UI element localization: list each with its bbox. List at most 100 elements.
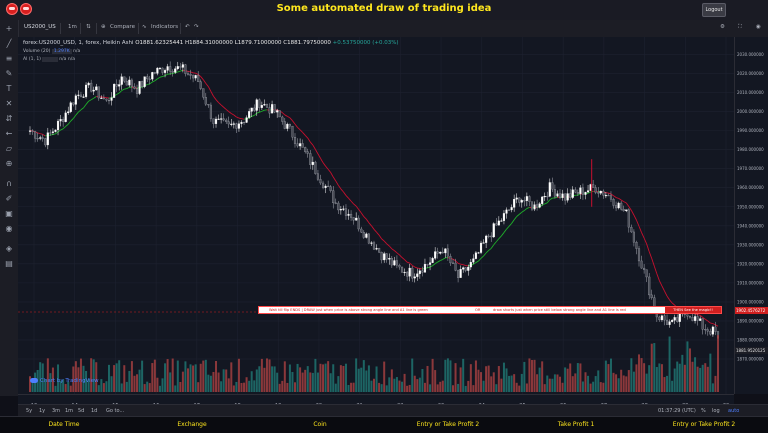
volume-bar [674, 369, 676, 392]
compare-button[interactable]: Compare [110, 24, 135, 30]
volume-bar [353, 383, 355, 392]
snapshot-icon[interactable]: ◉ [756, 24, 761, 30]
crosshair-icon[interactable]: + [5, 25, 13, 33]
candle [340, 209, 342, 210]
fullscreen-icon[interactable]: ⛶ [738, 24, 742, 31]
candle [666, 320, 668, 325]
candle [470, 262, 472, 267]
price-tick-label: 1950.000000 [737, 204, 764, 209]
trash-icon[interactable]: ▤ [5, 260, 13, 268]
zoom-in-icon[interactable]: ⊕ [5, 160, 13, 168]
symbol-search[interactable]: US2000_US [24, 24, 56, 30]
footer-entry-tp2-b: Entry or Take Profit 2 [673, 421, 736, 428]
trend-line-segment [320, 158, 323, 162]
text-icon[interactable]: T [5, 85, 13, 93]
volume-bar [712, 383, 714, 392]
candle [648, 277, 650, 295]
pattern-icon[interactable]: ✕ [5, 100, 13, 108]
range-1y[interactable]: 1y [39, 408, 45, 414]
volume-bar [218, 372, 220, 392]
volume-bar [182, 372, 184, 392]
stay-drawing-icon[interactable]: ✐ [5, 195, 13, 203]
redo-icon[interactable]: ↷ [194, 24, 199, 30]
legend-change: +0.53750000 (+0.03%) [333, 40, 399, 46]
volume-bar [258, 366, 260, 392]
price-chart[interactable] [18, 37, 734, 394]
candle [281, 117, 283, 122]
candle [42, 138, 44, 139]
candle [414, 277, 416, 278]
settings-icon[interactable]: ⚙ [720, 24, 725, 30]
candle [88, 83, 90, 85]
tradingview-watermark[interactable]: Chart by TradingView [30, 378, 99, 384]
volume-label[interactable]: Volume (20) [23, 49, 50, 54]
trend-line-segment [443, 258, 446, 260]
trend-line-segment [234, 115, 237, 117]
logout-button[interactable]: Logout [702, 3, 726, 17]
trend-line-segment [547, 200, 550, 203]
undo-icon[interactable]: ↶ [185, 24, 190, 30]
candle [106, 99, 108, 100]
candle [330, 187, 332, 191]
trend-line-segment [86, 101, 89, 104]
candle [577, 192, 579, 193]
trend-line-segment [402, 258, 405, 260]
volume-bar [325, 364, 327, 392]
trend-line-segment [364, 217, 367, 220]
percent-toggle[interactable]: % [701, 408, 706, 414]
candle [587, 191, 589, 192]
chart-pane[interactable] [18, 37, 734, 394]
fib-icon[interactable]: ≡ [5, 55, 13, 63]
candle [467, 267, 469, 270]
ruler-icon[interactable]: ▱ [5, 145, 13, 153]
brush-icon[interactable]: ✎ [5, 70, 13, 78]
trend-line-segment [208, 87, 211, 92]
indicators-icon[interactable]: ∿ [142, 24, 147, 30]
price-tick-label: 1910.000000 [737, 280, 764, 285]
trend-line-segment [379, 235, 382, 239]
trend-line-segment [430, 266, 433, 267]
volume-bar [289, 365, 291, 392]
volume-bar [212, 372, 214, 392]
range-1m[interactable]: 1m [65, 408, 73, 414]
trend-line-segment [453, 259, 456, 261]
trend-line-segment [71, 119, 74, 121]
trendline-icon[interactable]: ╱ [5, 40, 13, 48]
volume-bar [584, 372, 586, 392]
layers-icon[interactable]: ◈ [5, 245, 13, 253]
candle [406, 272, 408, 276]
volume-bar [511, 376, 513, 392]
volume-bar [144, 384, 146, 392]
ai-label[interactable]: AI (1, 1) [23, 57, 41, 62]
trend-line-segment [213, 96, 216, 99]
volume-bar [653, 343, 655, 392]
volume-bar [658, 363, 660, 392]
range-3m[interactable]: 3m [52, 408, 60, 414]
volume-bar [243, 383, 245, 392]
trend-line-segment [374, 229, 377, 232]
range-1d[interactable]: 1d [91, 408, 97, 414]
volume-bar [302, 373, 304, 392]
prediction-icon[interactable]: ⇵ [5, 115, 13, 123]
volume-bar [169, 372, 171, 392]
range-5d[interactable]: 5d [78, 408, 84, 414]
back-arrow-icon[interactable]: ← [5, 130, 13, 138]
lock-icon[interactable]: ▣ [5, 210, 13, 218]
range-5y[interactable]: 5y [26, 408, 32, 414]
interval-button[interactable]: 1m [68, 24, 77, 30]
candle [661, 316, 663, 320]
indicators-button[interactable]: Indicators [151, 24, 178, 30]
volume-bar [587, 376, 589, 392]
visibility-icon[interactable]: ◉ [5, 225, 13, 233]
compare-icon[interactable]: ⊕ [101, 24, 106, 30]
auto-toggle[interactable]: auto [728, 408, 739, 414]
candle [159, 68, 161, 69]
magnet-icon[interactable]: ∩ [5, 180, 13, 188]
trend-line-segment [282, 113, 285, 115]
log-toggle[interactable]: log [712, 408, 720, 414]
trend-line-segment [252, 115, 255, 116]
chart-style-icon[interactable]: ⇅ [86, 24, 91, 30]
ai-na-2: n/a [68, 57, 75, 62]
goto-button[interactable]: Go to... [106, 408, 124, 414]
